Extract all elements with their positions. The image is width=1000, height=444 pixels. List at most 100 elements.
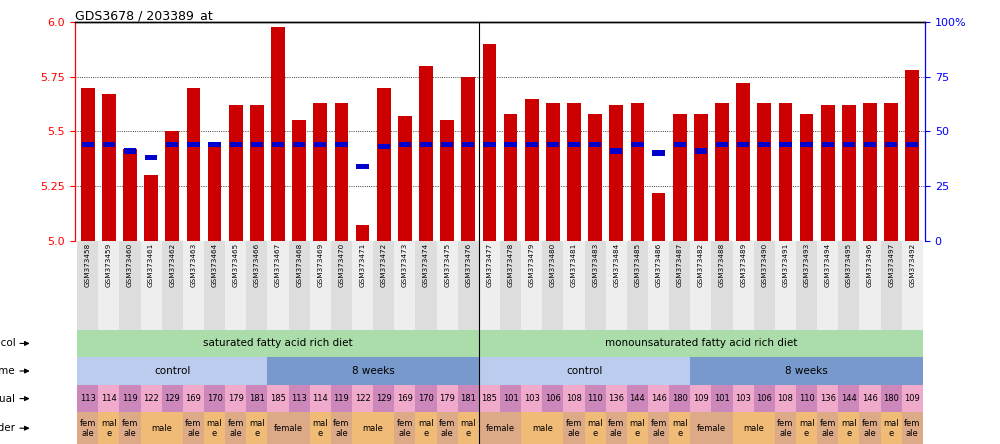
Bar <box>373 385 394 412</box>
Text: 169: 169 <box>397 394 413 403</box>
Bar <box>606 412 627 444</box>
Bar <box>229 105 243 241</box>
Text: GSM373464: GSM373464 <box>212 243 218 288</box>
Bar <box>627 241 648 329</box>
Text: mal
e: mal e <box>841 419 857 437</box>
Bar <box>716 142 728 147</box>
Bar <box>272 142 284 147</box>
Bar <box>884 103 898 241</box>
Bar <box>568 142 580 147</box>
Bar <box>690 357 923 385</box>
Bar <box>585 412 606 444</box>
Text: 101: 101 <box>503 394 518 403</box>
Text: GSM373492: GSM373492 <box>909 243 915 288</box>
Bar <box>399 142 411 147</box>
Bar <box>500 241 521 329</box>
Text: GSM373476: GSM373476 <box>465 243 471 288</box>
Bar <box>842 105 856 241</box>
Bar <box>119 412 141 444</box>
Bar <box>162 241 183 329</box>
Bar <box>77 329 479 357</box>
Text: GSM373458: GSM373458 <box>85 243 91 288</box>
Text: male: male <box>151 424 172 433</box>
Text: GSM373472: GSM373472 <box>381 243 387 288</box>
Bar <box>225 412 246 444</box>
Text: 8 weeks: 8 weeks <box>785 366 828 376</box>
Bar <box>415 241 437 329</box>
Bar <box>98 241 119 329</box>
Bar <box>162 385 183 412</box>
Bar <box>526 142 538 147</box>
Text: fem
ale: fem ale <box>333 419 350 437</box>
Bar <box>183 412 204 444</box>
Bar <box>462 142 474 147</box>
Bar <box>567 103 581 241</box>
Bar <box>250 105 264 241</box>
Text: GSM373477: GSM373477 <box>486 243 492 288</box>
Text: 110: 110 <box>799 394 814 403</box>
Bar <box>881 385 902 412</box>
Text: mal
e: mal e <box>799 419 814 437</box>
Text: 109: 109 <box>693 394 709 403</box>
Bar <box>843 142 855 147</box>
Bar <box>757 103 771 241</box>
Bar <box>817 241 838 329</box>
Text: 110: 110 <box>587 394 603 403</box>
Bar <box>736 83 750 241</box>
Bar <box>437 412 458 444</box>
Bar <box>775 385 796 412</box>
Bar <box>800 142 813 147</box>
Text: GSM373463: GSM373463 <box>190 243 196 288</box>
Bar <box>563 385 585 412</box>
Bar <box>246 385 267 412</box>
Bar <box>373 241 394 329</box>
Text: mal
e: mal e <box>101 419 117 437</box>
Bar <box>483 44 496 241</box>
Bar <box>458 385 479 412</box>
Text: 146: 146 <box>651 394 667 403</box>
Bar <box>77 385 98 412</box>
Bar <box>779 103 792 241</box>
Bar <box>124 148 136 154</box>
Text: 119: 119 <box>334 394 349 403</box>
Bar <box>711 385 733 412</box>
Text: monounsaturated fatty acid rich diet: monounsaturated fatty acid rich diet <box>605 338 797 349</box>
Text: fem
ale: fem ale <box>122 419 138 437</box>
Bar <box>82 142 94 147</box>
Text: mal
e: mal e <box>418 419 434 437</box>
Text: GSM373468: GSM373468 <box>296 243 302 288</box>
Text: GSM373497: GSM373497 <box>888 243 894 288</box>
Bar <box>800 114 813 241</box>
Bar <box>166 142 178 147</box>
Text: mal
e: mal e <box>672 419 688 437</box>
Bar <box>331 385 352 412</box>
Bar <box>331 241 352 329</box>
Bar <box>652 151 665 156</box>
Bar <box>859 412 881 444</box>
Text: GSM373493: GSM373493 <box>804 243 810 288</box>
Bar <box>673 114 687 241</box>
Text: 122: 122 <box>143 394 159 403</box>
Bar <box>204 385 225 412</box>
Text: 109: 109 <box>904 394 920 403</box>
Bar <box>356 163 369 169</box>
Text: GSM373494: GSM373494 <box>825 243 831 288</box>
Text: mal
e: mal e <box>587 419 603 437</box>
Text: GSM373487: GSM373487 <box>677 243 683 288</box>
Bar <box>863 103 877 241</box>
Bar <box>98 412 119 444</box>
Text: GSM373478: GSM373478 <box>508 243 514 288</box>
Text: fem
ale: fem ale <box>608 419 624 437</box>
Bar <box>525 99 539 241</box>
Text: mal
e: mal e <box>460 419 476 437</box>
Bar <box>479 329 923 357</box>
Bar <box>145 155 157 160</box>
Bar <box>81 88 95 241</box>
Bar <box>77 412 98 444</box>
Bar <box>902 241 923 329</box>
Text: fem
ale: fem ale <box>650 419 667 437</box>
Bar <box>542 241 563 329</box>
Bar <box>885 142 897 147</box>
Bar <box>609 105 623 241</box>
Bar <box>230 142 242 147</box>
